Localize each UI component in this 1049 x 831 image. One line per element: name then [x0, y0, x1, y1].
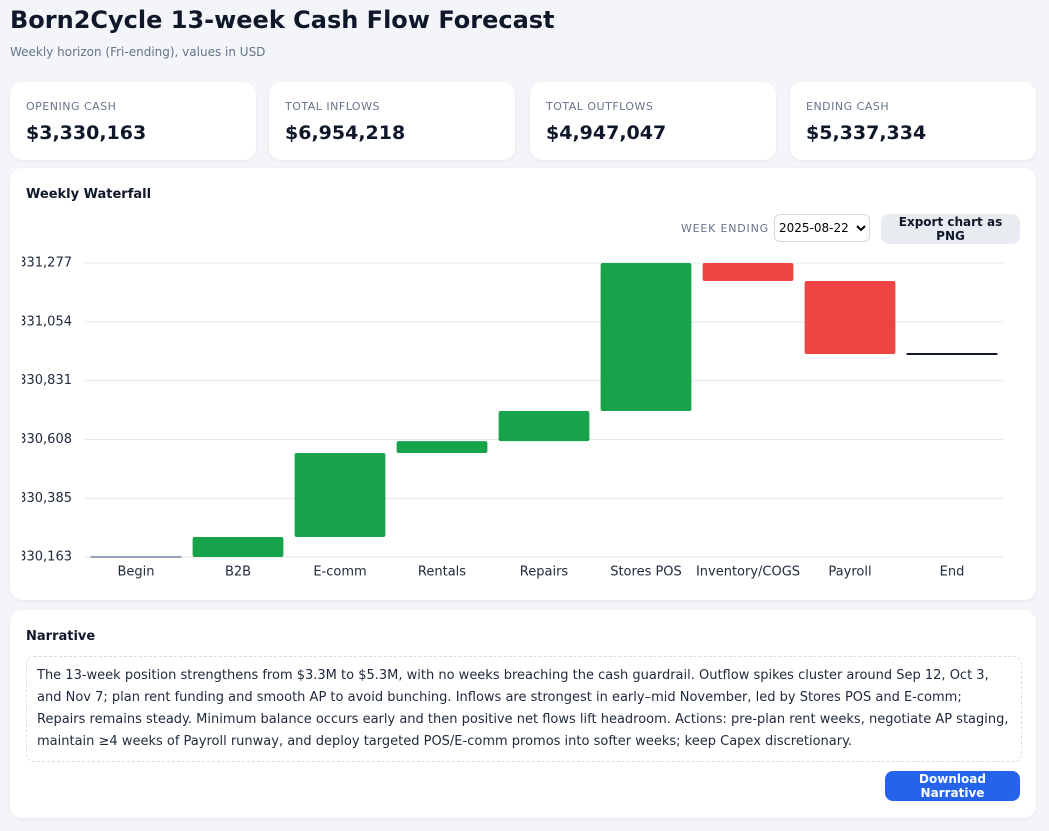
page-title: Born2Cycle 13-week Cash Flow Forecast [10, 6, 555, 34]
decrease-bar [804, 280, 896, 355]
y-tick-label: 3,330,831 [22, 373, 72, 388]
increase-bar [498, 411, 590, 442]
x-tick-label: Begin [117, 565, 154, 580]
kpi-label: TOTAL INFLOWS [285, 100, 380, 113]
kpi-label: OPENING CASH [26, 100, 117, 113]
x-tick-label: Inventory/COGS [696, 565, 800, 580]
kpi-card: OPENING CASH $3,330,163 [10, 82, 256, 160]
narrative-panel: Narrative The 13-week position strengthe… [10, 610, 1036, 818]
narrative-text: The 13-week position strengthens from $3… [26, 656, 1022, 762]
kpi-card: TOTAL OUTFLOWS $4,947,047 [530, 82, 776, 160]
kpi-label: TOTAL OUTFLOWS [546, 100, 654, 113]
kpi-value: $5,337,334 [806, 122, 927, 144]
x-tick-label: Stores POS [610, 565, 682, 580]
increase-bar [600, 263, 692, 412]
narrative-title: Narrative [26, 629, 96, 644]
kpi-card: TOTAL INFLOWS $6,954,218 [269, 82, 515, 160]
kpi-value: $3,330,163 [26, 122, 147, 144]
increase-bar [396, 441, 488, 454]
kpi-label: ENDING CASH [806, 100, 890, 113]
week-select[interactable]: 2025-08-22 [774, 214, 870, 242]
y-tick-label: 3,330,163 [22, 550, 72, 565]
decrease-bar [702, 263, 794, 281]
x-tick-label: Payroll [828, 565, 871, 580]
y-tick-label: 3,330,385 [22, 491, 72, 506]
subtitle: Weekly horizon (Fri-ending), values in U… [10, 45, 266, 59]
kpi-value: $4,947,047 [546, 122, 667, 144]
increase-bar [294, 453, 386, 537]
x-tick-label: Repairs [520, 565, 569, 580]
chart-title: Weekly Waterfall [26, 187, 152, 202]
export-button[interactable]: Export chart as PNG [881, 214, 1020, 244]
y-tick-label: 3,331,277 [22, 256, 72, 271]
y-tick-label: 3,330,608 [22, 432, 72, 447]
kpi-value: $6,954,218 [285, 122, 406, 144]
increase-bar [192, 536, 284, 557]
x-tick-label: B2B [225, 565, 251, 580]
y-tick-label: 3,331,054 [22, 314, 72, 329]
x-tick-label: Rentals [418, 565, 466, 580]
week-label: WEEK ENDING [681, 222, 769, 235]
kpi-card: ENDING CASH $5,337,334 [790, 82, 1036, 160]
x-tick-label: E-comm [313, 565, 366, 580]
download-button[interactable]: Download Narrative [885, 771, 1020, 801]
chart: 3,330,163 3,330,385 3,330,608 3,330,831 3,33… [22, 256, 1003, 580]
x-tick-label: End [940, 565, 965, 580]
chart-panel: Weekly Waterfall WEEK ENDING 2025-08-22 … [10, 168, 1036, 600]
